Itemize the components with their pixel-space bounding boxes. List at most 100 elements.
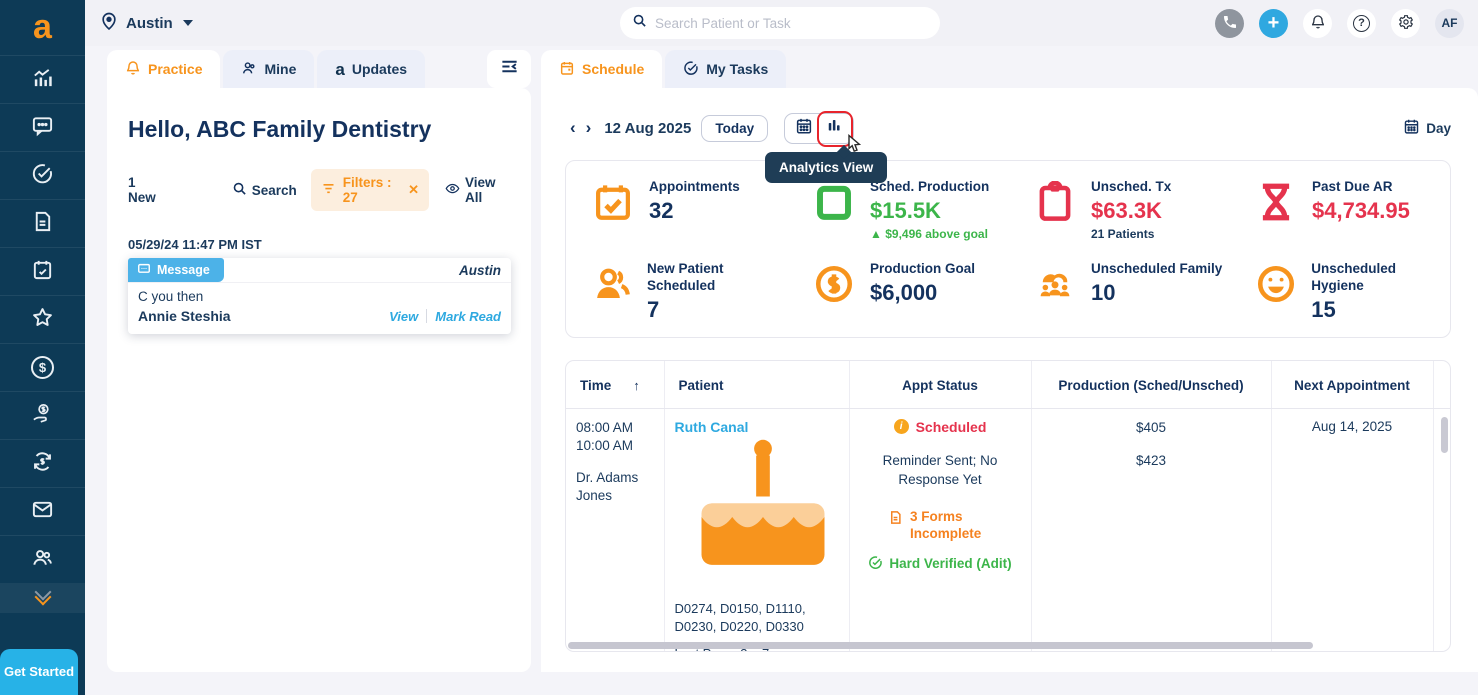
clear-filters-icon[interactable]: ✕ xyxy=(408,182,420,197)
stat-value: $15.5K xyxy=(870,197,941,223)
topbar: Austin + ? AF xyxy=(85,0,1478,46)
collapse-icon xyxy=(500,57,519,81)
notification-card[interactable]: Message Austin C you then Annie Steshia … xyxy=(128,258,511,334)
phone-icon xyxy=(1222,14,1238,33)
calendar-icon xyxy=(31,258,54,286)
notification-card-header: Message Austin xyxy=(128,258,511,282)
get-started-button[interactable]: Get Started xyxy=(0,649,78,695)
column-header-patient[interactable]: Patient xyxy=(664,360,850,409)
sidebar-item-reviews[interactable] xyxy=(0,295,85,343)
feed-search-button[interactable]: Search xyxy=(232,181,297,199)
adit-logo[interactable]: a xyxy=(33,8,52,46)
vertical-scrollbar[interactable] xyxy=(1441,416,1448,453)
stat-sched-production: Sched. Production $15.5K ▲ $9,496 above … xyxy=(787,179,1008,241)
email-icon xyxy=(31,498,54,526)
next-day-button[interactable]: › xyxy=(585,118,592,137)
sidebar-item-analytics[interactable] xyxy=(0,55,85,103)
stat-new-patient-scheduled: New Patient Scheduled 7 xyxy=(566,261,787,323)
column-header-appt-status[interactable]: Appt Status xyxy=(849,360,1032,409)
calendar-view-button[interactable] xyxy=(789,115,819,142)
sidebar-item-recurring-payment[interactable] xyxy=(0,439,85,487)
clipboard-icon xyxy=(1033,179,1077,241)
tab-mine[interactable]: Mine xyxy=(223,50,315,88)
extra-cell xyxy=(1433,408,1450,651)
today-button[interactable]: Today xyxy=(701,114,769,142)
tab-schedule[interactable]: Schedule xyxy=(541,50,663,88)
messages-icon xyxy=(31,114,54,142)
bar-chart-icon xyxy=(825,117,843,140)
reminder-status: Reminder Sent; No Response Yet xyxy=(882,452,998,488)
tab-updates[interactable]: a Updates xyxy=(317,50,426,88)
sidebar-item-patients[interactable] xyxy=(0,535,85,583)
stat-value: $63.3K xyxy=(1091,197,1162,223)
settings-button[interactable] xyxy=(1391,8,1420,38)
tab-my-tasks[interactable]: My Tasks xyxy=(665,50,787,88)
analytics-icon xyxy=(31,66,54,94)
column-header-next-appointment[interactable]: Next Appointment xyxy=(1271,360,1434,409)
info-icon: i xyxy=(893,419,909,435)
view-link[interactable]: View xyxy=(389,308,419,324)
view-all-button[interactable]: View All xyxy=(445,175,510,205)
schedule-tabs: Schedule My Tasks xyxy=(541,50,1478,88)
practice-feed: Hello, ABC Family Dentistry 1 New Search… xyxy=(107,88,531,672)
family-icon xyxy=(1033,261,1077,323)
horizontal-scrollbar[interactable] xyxy=(568,641,1313,649)
day-view-selector[interactable]: Day xyxy=(1403,118,1451,138)
table-row[interactable]: 08:00 AM 10:00 AM Dr. Adams Jones Ruth C… xyxy=(566,408,1450,651)
new-count-label: 1 New xyxy=(128,175,156,205)
sidebar-expand-more[interactable] xyxy=(0,583,85,613)
user-avatar[interactable]: AF xyxy=(1435,8,1464,38)
notification-card-body: C you then Annie Steshia View Mark Read xyxy=(128,282,511,334)
sidebar-item-forms[interactable] xyxy=(0,199,85,247)
appt-status-cell: i Scheduled Reminder Sent; No Response Y… xyxy=(849,408,1032,651)
form-icon xyxy=(888,508,903,543)
analytics-view-button[interactable] xyxy=(819,115,849,142)
filters-pill[interactable]: Filters : 27 ✕ xyxy=(310,169,430,211)
notifications-panel: Practice Mine a Updates Hello, ABC Famil… xyxy=(107,50,531,672)
help-button[interactable]: ? xyxy=(1347,8,1376,38)
location-selector[interactable]: Austin xyxy=(99,11,193,35)
stat-production-goal: Production Goal $6,000 xyxy=(787,261,1008,323)
left-tabs: Practice Mine a Updates xyxy=(107,50,531,88)
appointments-table: Time ↑ Patient Appt Status Production (Sc… xyxy=(566,360,1450,651)
sidebar-item-payments[interactable]: $ xyxy=(0,343,85,391)
reviews-icon xyxy=(31,306,54,334)
sort-asc-icon[interactable]: ↑ xyxy=(633,377,640,393)
dollar-circle-icon xyxy=(812,261,856,323)
column-header-extra xyxy=(1433,360,1450,409)
stat-subtext: ▲ $9,496 above goal xyxy=(870,226,988,241)
notification-location: Austin xyxy=(459,262,501,278)
stat-value: $4,734.95 xyxy=(1312,197,1410,223)
person-icon xyxy=(241,60,257,79)
phone-button[interactable] xyxy=(1215,8,1244,38)
location-pin-icon xyxy=(99,11,119,35)
forms-status[interactable]: 3 Forms Incomplete xyxy=(860,508,1021,543)
sidebar-item-email[interactable] xyxy=(0,487,85,535)
patient-name-link[interactable]: Ruth Canal xyxy=(674,418,749,435)
notification-timestamp: 05/29/24 11:47 PM IST xyxy=(128,237,262,252)
quick-add-button[interactable]: + xyxy=(1259,8,1288,38)
hourglass-icon xyxy=(1254,179,1298,241)
mark-read-link[interactable]: Mark Read xyxy=(435,308,501,324)
column-header-production[interactable]: Production (Sched/Unsched) xyxy=(1031,360,1272,409)
sidebar-item-tasks[interactable] xyxy=(0,151,85,199)
production-sched: $405 xyxy=(1135,419,1167,435)
notifications-button[interactable] xyxy=(1303,8,1332,38)
search-input[interactable] xyxy=(655,15,928,31)
filter-icon xyxy=(321,181,336,199)
column-header-time[interactable]: Time ↑ xyxy=(566,360,665,409)
plus-icon: + xyxy=(1267,11,1280,34)
prev-day-button[interactable]: ‹ xyxy=(570,118,576,137)
stat-value: 15 xyxy=(1311,296,1336,322)
next-appointment-cell: Aug 14, 2025 xyxy=(1271,408,1434,651)
divider xyxy=(426,309,428,323)
procedure-codes: D0274, D0150, D1110, D0230, D0220, D0330 xyxy=(674,600,806,634)
recurring-payment-icon xyxy=(31,450,54,478)
sidebar-item-collect-payment[interactable] xyxy=(0,391,85,439)
tab-practice[interactable]: Practice xyxy=(107,50,221,88)
collapse-panel-button[interactable] xyxy=(487,50,531,88)
tab-updates-label: Updates xyxy=(351,61,408,77)
sidebar-item-calendar[interactable] xyxy=(0,247,85,295)
sidebar-item-messages[interactable] xyxy=(0,103,85,151)
bell-icon xyxy=(1310,14,1326,33)
